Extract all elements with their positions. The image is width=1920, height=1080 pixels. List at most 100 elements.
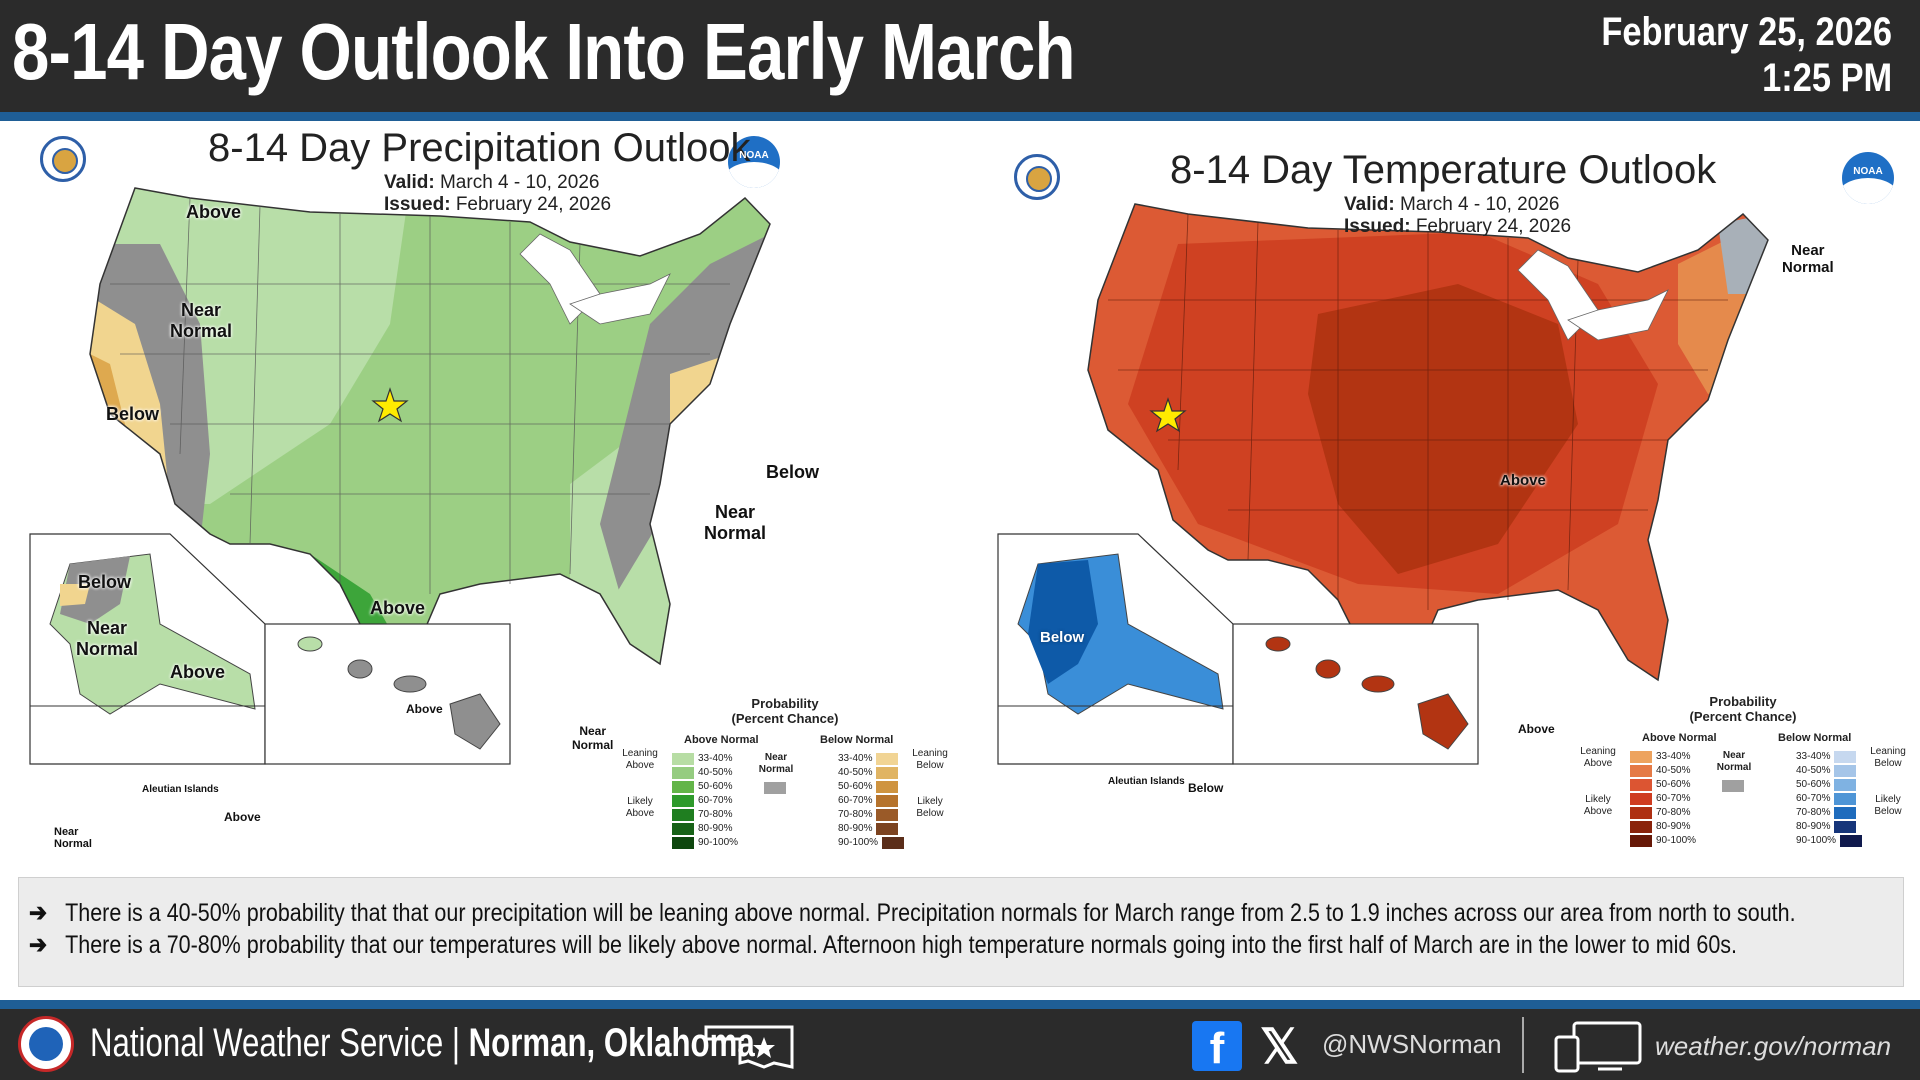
hawaii-inset (264, 623, 511, 765)
legend-range-label: 40-50% (1796, 765, 1831, 776)
temp-valid-label: Valid: (1344, 194, 1395, 215)
legend-range-label: 80-90% (838, 823, 873, 834)
label-above-central: Above (1500, 472, 1546, 489)
footer-bar: National Weather Service | Norman, Oklah… (0, 1009, 1920, 1080)
legend-range-label: 60-70% (1656, 793, 1691, 804)
label-aleutian-title: Aleutian Islands (1108, 776, 1185, 787)
label-near-east: Near Normal (704, 502, 767, 543)
legend-range-label: 40-50% (1656, 765, 1691, 776)
legend-range-label: 90-100% (1656, 835, 1697, 846)
legend-swatch (672, 752, 694, 765)
legend-below-header: Below Normal (1778, 732, 1852, 744)
label-hi-near: Near Normal (572, 724, 614, 752)
label-near-ne: Near Normal (1782, 242, 1834, 276)
legend-row: 90-100% (1630, 834, 1696, 847)
legend-swatch (1630, 792, 1652, 805)
temperature-map (997, 203, 1769, 765)
label-hi-above: Above (1518, 722, 1555, 736)
legend-range-label: 40-50% (698, 767, 733, 778)
label-near-west: Near Normal (170, 300, 233, 341)
legend-range-label: 70-80% (1796, 807, 1831, 818)
legend-swatch (672, 836, 694, 849)
precip-issued-label: Issued: (384, 194, 451, 215)
precip-legend: Probability (Percent Chance) Above Norma… (620, 696, 950, 866)
temp-valid: Valid: March 4 - 10, 2026 (1344, 194, 1559, 216)
legend-swatch (1630, 806, 1652, 819)
legend-swatch (1834, 750, 1857, 763)
temp-issued-label: Issued: (1344, 216, 1411, 237)
nws-logo-icon (18, 1016, 74, 1072)
legend-title: Probability (Percent Chance) (1689, 694, 1797, 724)
legend-swatch (1630, 820, 1652, 833)
legend-likely-below: Likely Below (916, 796, 944, 819)
noaa-logo-icon: NOAA (1842, 152, 1894, 204)
legend-swatch (1630, 750, 1652, 763)
website-link[interactable]: weather.gov/norman (1655, 1031, 1892, 1061)
facebook-icon[interactable]: f (1192, 1021, 1242, 1071)
legend-row: 70-80% (1796, 806, 1860, 819)
precip-valid-label: Valid: (384, 172, 435, 193)
noaa-logo-icon: NOAA (728, 136, 780, 188)
oklahoma-star-icon (704, 1025, 794, 1069)
hawaii-inset (1232, 623, 1479, 765)
legend-row: 40-50% (838, 766, 902, 779)
legend-range-label: 80-90% (1656, 821, 1691, 832)
legend-near-normal: Near Normal (1716, 750, 1752, 773)
label-below-east: Below (766, 462, 820, 482)
legend-range-label: 40-50% (838, 767, 873, 778)
label-aleutian-title: Aleutian Islands (142, 784, 219, 795)
label-above-north: Above (186, 202, 242, 222)
legend-swatch (1630, 764, 1652, 777)
legend-row: 33-40% (672, 752, 732, 765)
legend-swatch (1834, 820, 1857, 833)
legend-row: 40-50% (1796, 764, 1860, 777)
legend-leaning-below: Leaning Below (912, 748, 948, 771)
legend-leaning-below: Leaning Below (1870, 746, 1906, 769)
org-separator: | (443, 1021, 469, 1065)
temp-issued-value: February 24, 2026 (1415, 216, 1572, 237)
label-hi-above: Above (406, 702, 443, 716)
computer-monitor-icon (1554, 1021, 1642, 1073)
header-bar: 8-14 Day Outlook Into Early March Februa… (0, 0, 1920, 112)
label-aleutian-below: Below (1188, 781, 1224, 795)
temp-issued: Issued: February 24, 2026 (1344, 216, 1571, 238)
dept-commerce-seal-icon (40, 136, 86, 182)
legend-row: 50-60% (672, 780, 732, 793)
bullet-precip-text: There is a 40-50% probability that that … (65, 899, 1796, 927)
legend-swatch (672, 766, 694, 779)
legend-row: 50-60% (1796, 778, 1860, 791)
legend-row: 50-60% (838, 780, 902, 793)
precipitation-outlook-panel: NOAA 8-14 Day Precipitation Outlook Vali… (10, 124, 950, 864)
social-handle[interactable]: @NWSNorman (1322, 1029, 1502, 1059)
header-divider (0, 112, 1920, 121)
legend-range-label: 90-100% (698, 837, 739, 848)
legend-swatch (876, 780, 899, 793)
page-title: 8-14 Day Outlook Into Early March (12, 7, 1076, 96)
precip-valid-value: March 4 - 10, 2026 (439, 172, 600, 193)
x-icon[interactable]: 𝕏 (1260, 1021, 1299, 1074)
header-time: 1:25 PM (1761, 56, 1892, 100)
legend-range-label: 60-70% (1796, 793, 1831, 804)
alaska-inset (997, 533, 1234, 765)
legend-range-label: 70-80% (1656, 807, 1691, 818)
legend-row: 33-40% (838, 752, 902, 765)
legend-range-label: 33-40% (1656, 751, 1691, 762)
legend-swatch (672, 780, 694, 793)
legend-range-label: 50-60% (1796, 779, 1831, 790)
legend-range-label: 50-60% (698, 781, 733, 792)
arrow-icon: ➔ (29, 899, 48, 927)
legend-range-label: 33-40% (838, 753, 873, 764)
legend-leaning-above: Leaning Above (1580, 746, 1616, 769)
legend-row: 60-70% (1796, 792, 1860, 805)
legend-row: 40-50% (672, 766, 732, 779)
legend-swatch (1630, 778, 1652, 791)
precip-valid: Valid: March 4 - 10, 2026 (384, 172, 599, 194)
label-ak-below: Below (1040, 629, 1085, 646)
legend-near-normal: Near Normal (758, 752, 794, 775)
legend-range-label: 50-60% (838, 781, 873, 792)
precip-issued-value: February 24, 2026 (455, 194, 612, 215)
precip-issued: Issued: February 24, 2026 (384, 194, 611, 216)
org-name: National Weather Service (90, 1021, 444, 1065)
legend-title: Probability (Percent Chance) (731, 696, 839, 726)
legend-range-label: 60-70% (698, 795, 733, 806)
